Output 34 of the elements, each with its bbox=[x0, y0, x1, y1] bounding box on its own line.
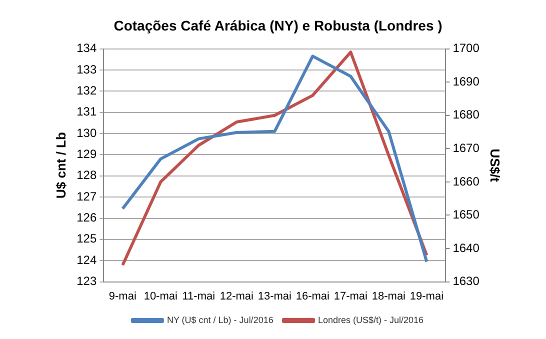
x-tick-label: 12-mai bbox=[220, 290, 254, 302]
x-tick-label: 18-mai bbox=[372, 290, 406, 302]
y2-tick-label: 1630 bbox=[452, 274, 480, 288]
x-tick-label: 16-mai bbox=[296, 290, 330, 302]
x-tick-label: 19-mai bbox=[410, 290, 444, 302]
y2-tick-label: 1700 bbox=[452, 41, 480, 56]
y-tick-label: 132 bbox=[76, 83, 97, 98]
y2-tick-label: 1690 bbox=[452, 74, 480, 88]
x-tick-label: 11-mai bbox=[182, 290, 216, 302]
y-tick-label: 131 bbox=[76, 104, 97, 119]
y-tick-label: 124 bbox=[76, 252, 97, 267]
y-tick-label: 129 bbox=[76, 147, 97, 162]
y-tick-label: 133 bbox=[76, 62, 97, 76]
y2-axis-title: US$/t bbox=[488, 148, 503, 183]
y-tick-label: 127 bbox=[76, 189, 97, 204]
x-tick-label: 10-mai bbox=[144, 290, 178, 302]
y-tick-label: 123 bbox=[76, 274, 97, 288]
y2-tick-label: 1640 bbox=[452, 240, 480, 255]
y2-tick-label: 1660 bbox=[452, 174, 480, 188]
y2-tick-label: 1650 bbox=[452, 208, 480, 222]
legend-label: Londres (US$/t) - Jul/2016 bbox=[318, 314, 424, 325]
y-axis-title: U$ cnt / Lb bbox=[53, 132, 68, 199]
y-tick-label: 130 bbox=[76, 126, 97, 140]
y-tick-label: 128 bbox=[76, 168, 97, 182]
x-tick-label: 9-mai bbox=[108, 290, 136, 302]
y2-tick-label: 1680 bbox=[452, 108, 480, 122]
y-tick-label: 126 bbox=[76, 210, 97, 225]
y-tick-label: 125 bbox=[76, 232, 97, 246]
y-tick-label: 134 bbox=[76, 41, 97, 56]
x-tick-label: 17-mai bbox=[334, 290, 368, 302]
chart-title: Cotações Café Arábica (NY) e Robusta (Londres ) bbox=[114, 17, 442, 34]
legend-label: NY (U$ cnt / Lb) - Jul/2016 bbox=[166, 314, 274, 325]
y2-tick-label: 1670 bbox=[452, 140, 480, 155]
x-tick-label: 13-mai bbox=[258, 290, 292, 302]
